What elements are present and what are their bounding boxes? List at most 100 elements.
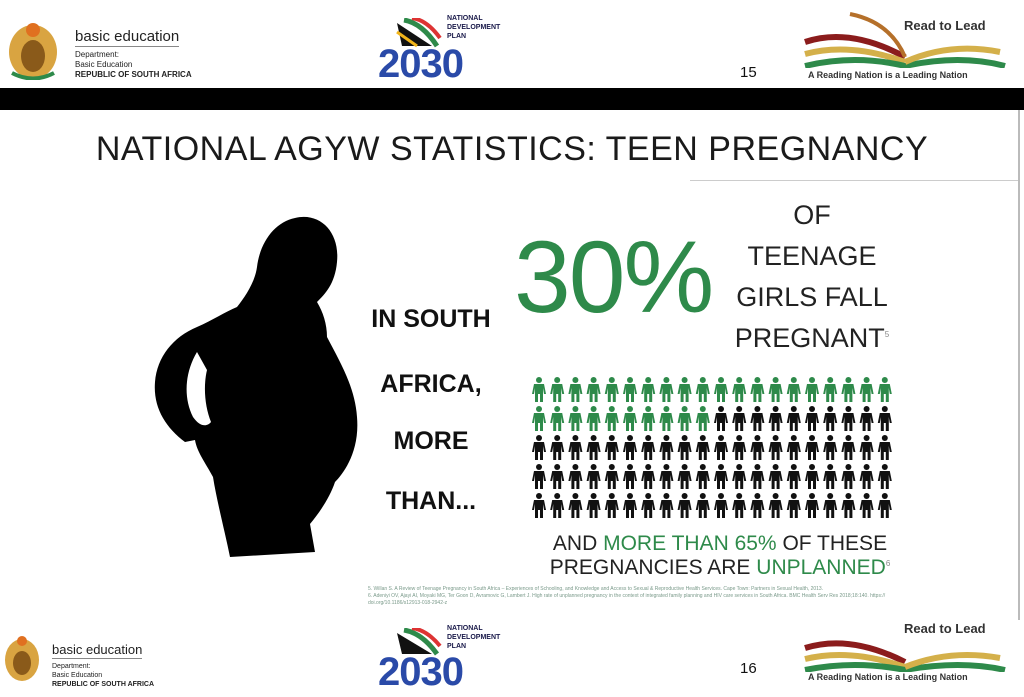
person-icon <box>714 406 728 431</box>
person-icon <box>659 493 674 518</box>
person-icon <box>659 435 674 460</box>
person-icon-highlighted <box>859 377 874 402</box>
coat-of-arms-logo <box>5 636 39 681</box>
read-to-lead-book-logo <box>804 640 1006 672</box>
person-icon <box>877 493 892 518</box>
divider-band <box>0 88 1024 110</box>
ndp-flag-logo <box>397 628 442 656</box>
person-icon-highlighted <box>641 406 656 431</box>
person-icon <box>859 493 874 518</box>
person-icon <box>841 435 856 460</box>
person-icon <box>859 435 874 460</box>
person-icon <box>768 464 783 489</box>
person-icon <box>641 464 656 489</box>
person-icon-highlighted <box>786 377 801 402</box>
read-to-lead-tagline: A Reading Nation is a Leading Nation <box>808 672 968 682</box>
coat-of-arms-logo <box>9 23 57 80</box>
person-icon <box>805 493 819 518</box>
read-to-lead-tagline: A Reading Nation is a Leading Nation <box>808 70 968 80</box>
dept-subtitle: Department: Basic Education REPUBLIC OF SO… <box>75 50 192 79</box>
person-icon <box>877 464 892 489</box>
person-icon-highlighted <box>586 406 601 431</box>
person-icon <box>732 406 747 431</box>
person-icon <box>877 435 892 460</box>
person-icon <box>677 464 692 489</box>
person-icon-highlighted <box>659 406 674 431</box>
right-text-line: TEENAGE <box>747 241 877 271</box>
person-icon <box>750 406 765 431</box>
person-icon <box>823 464 838 489</box>
person-icon <box>641 493 656 518</box>
person-icon-highlighted <box>532 377 546 402</box>
person-icon-highlighted <box>768 377 783 402</box>
person-icon <box>841 464 856 489</box>
page-number: 15 <box>740 64 757 81</box>
person-icon-highlighted <box>550 406 565 431</box>
footnotes: 5. Willan S. A Review of Teenage Pregnan… <box>368 586 886 606</box>
person-icon <box>823 406 838 431</box>
person-icon <box>532 493 546 518</box>
person-icon <box>532 435 546 460</box>
person-icon <box>750 464 765 489</box>
pictogram-grid <box>530 377 895 522</box>
person-icon-highlighted <box>805 377 819 402</box>
person-icon <box>841 406 856 431</box>
dept-name: basic education <box>75 28 180 47</box>
person-icon <box>786 464 801 489</box>
person-icon <box>604 464 619 489</box>
person-icon-highlighted <box>823 377 838 402</box>
read-to-lead-title: Read to Lead <box>904 18 986 33</box>
person-icon <box>550 435 565 460</box>
person-icon <box>714 464 728 489</box>
person-icon <box>659 464 674 489</box>
person-icon-highlighted <box>604 406 619 431</box>
person-icon-highlighted <box>695 406 710 431</box>
person-icon <box>732 493 747 518</box>
person-icon <box>550 493 565 518</box>
person-icon <box>786 406 801 431</box>
person-icon <box>805 435 819 460</box>
person-icon <box>532 464 546 489</box>
ndp-flag-logo <box>396 18 442 48</box>
person-icon <box>732 435 747 460</box>
person-icon <box>714 435 728 460</box>
slide-header-bottom: basic education Department: Basic Educati… <box>0 620 1024 697</box>
right-text-line: OF <box>793 200 831 230</box>
person-icon <box>750 493 765 518</box>
person-icon <box>677 435 692 460</box>
person-icon <box>604 493 619 518</box>
person-icon-highlighted <box>677 377 692 402</box>
person-icon <box>568 493 583 518</box>
left-text-line: MORE <box>393 427 469 455</box>
left-text-line: IN SOUTH <box>371 305 491 333</box>
bottom-text-line2: PREGNANCIES ARE UNPLANNED6 <box>549 556 891 579</box>
person-icon <box>714 493 728 518</box>
person-icon <box>786 493 801 518</box>
person-icon-highlighted <box>695 377 710 402</box>
dept-name: basic education <box>52 642 143 659</box>
person-icon-highlighted <box>659 377 674 402</box>
ndp-year: 2030 <box>378 42 464 86</box>
person-icon <box>586 464 601 489</box>
person-icon <box>550 464 565 489</box>
person-icon <box>623 493 637 518</box>
read-to-lead-title: Read to Lead <box>904 621 986 636</box>
person-icon <box>823 493 838 518</box>
ndp-label: NATIONAL DEVELOPMENT PLAN <box>447 625 501 650</box>
person-icon <box>805 464 819 489</box>
person-icon <box>568 464 583 489</box>
person-icon <box>568 435 583 460</box>
pregnant-label: PREGNANT5 <box>734 323 890 353</box>
person-icon-highlighted <box>532 406 546 431</box>
person-icon <box>695 464 710 489</box>
person-icon <box>604 435 619 460</box>
person-icon-highlighted <box>750 377 765 402</box>
right-text-line: GIRLS FALL <box>736 282 888 312</box>
read-to-lead-book-logo <box>804 12 1006 68</box>
big-statistic: 30% <box>514 220 714 334</box>
bottom-text-line1: AND MORE THAN 65% OF THESE <box>552 532 888 555</box>
person-icon <box>732 464 747 489</box>
person-icon-highlighted <box>586 377 601 402</box>
person-icon <box>695 493 710 518</box>
left-text-line: THAN... <box>385 487 477 515</box>
